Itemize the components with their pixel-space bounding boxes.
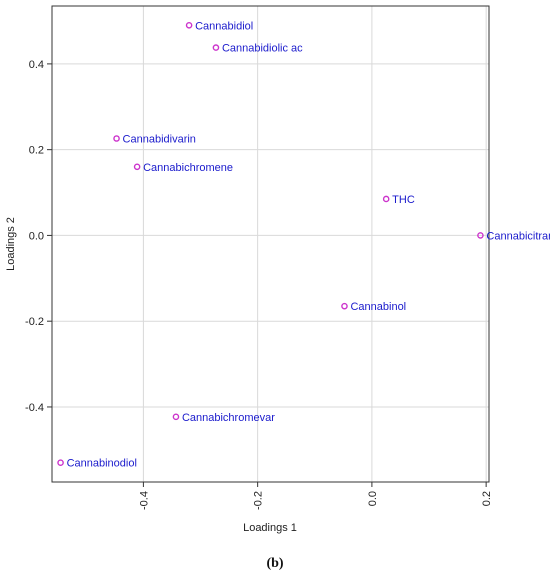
point-label: THC — [392, 194, 415, 206]
plot-frame — [51, 5, 490, 483]
point-label: Cannabidivarin — [123, 134, 196, 146]
point-label: Cannabinol — [350, 301, 406, 313]
point-label: Cannabichromevar — [182, 412, 275, 424]
data-point — [172, 413, 180, 421]
y-axis: -0.4 -0.2 0.0 0.2 0.4 — [25, 59, 52, 414]
x-axis-title: Loadings 1 — [243, 522, 297, 534]
y-tick-label: 0.4 — [29, 59, 44, 71]
data-point — [382, 195, 390, 203]
point-label: Cannabichromene — [143, 162, 233, 174]
grid-lines — [52, 6, 489, 482]
x-tick-label: 0.0 — [367, 491, 379, 506]
data-point — [113, 135, 120, 142]
data-point — [185, 21, 193, 29]
point-label: Cannabidiolic ac — [222, 43, 303, 55]
data-points: Cannabidiol Cannabidiolic ac Cannabidivari… — [57, 20, 550, 470]
scatter-plot: -0.4 -0.2 0.0 0.2 -0.4 -0.2 0.0 0.2 0.4 Cannabi… — [5, 5, 550, 534]
point-label: Cannabidiol — [195, 20, 253, 32]
point-label: Cannabinodiol — [67, 458, 137, 470]
y-tick-label: 0.0 — [29, 230, 44, 242]
y-tick-label: 0.2 — [29, 145, 44, 157]
data-point — [57, 459, 64, 467]
y-tick-label: -0.4 — [25, 402, 44, 414]
x-tick-label: 0.2 — [481, 491, 493, 506]
figure-caption: (b) — [266, 556, 284, 571]
y-tick-label: -0.2 — [25, 316, 44, 328]
x-tick-label: -0.4 — [138, 491, 150, 510]
y-axis-title: Loadings 2 — [5, 217, 17, 271]
point-label: Cannabicitran — [486, 230, 550, 242]
x-axis: -0.4 -0.2 0.0 0.2 — [138, 482, 493, 510]
x-tick-label: -0.2 — [253, 491, 265, 510]
data-point — [212, 44, 220, 51]
data-point — [477, 232, 484, 239]
data-point — [133, 163, 141, 171]
data-point — [341, 302, 348, 310]
